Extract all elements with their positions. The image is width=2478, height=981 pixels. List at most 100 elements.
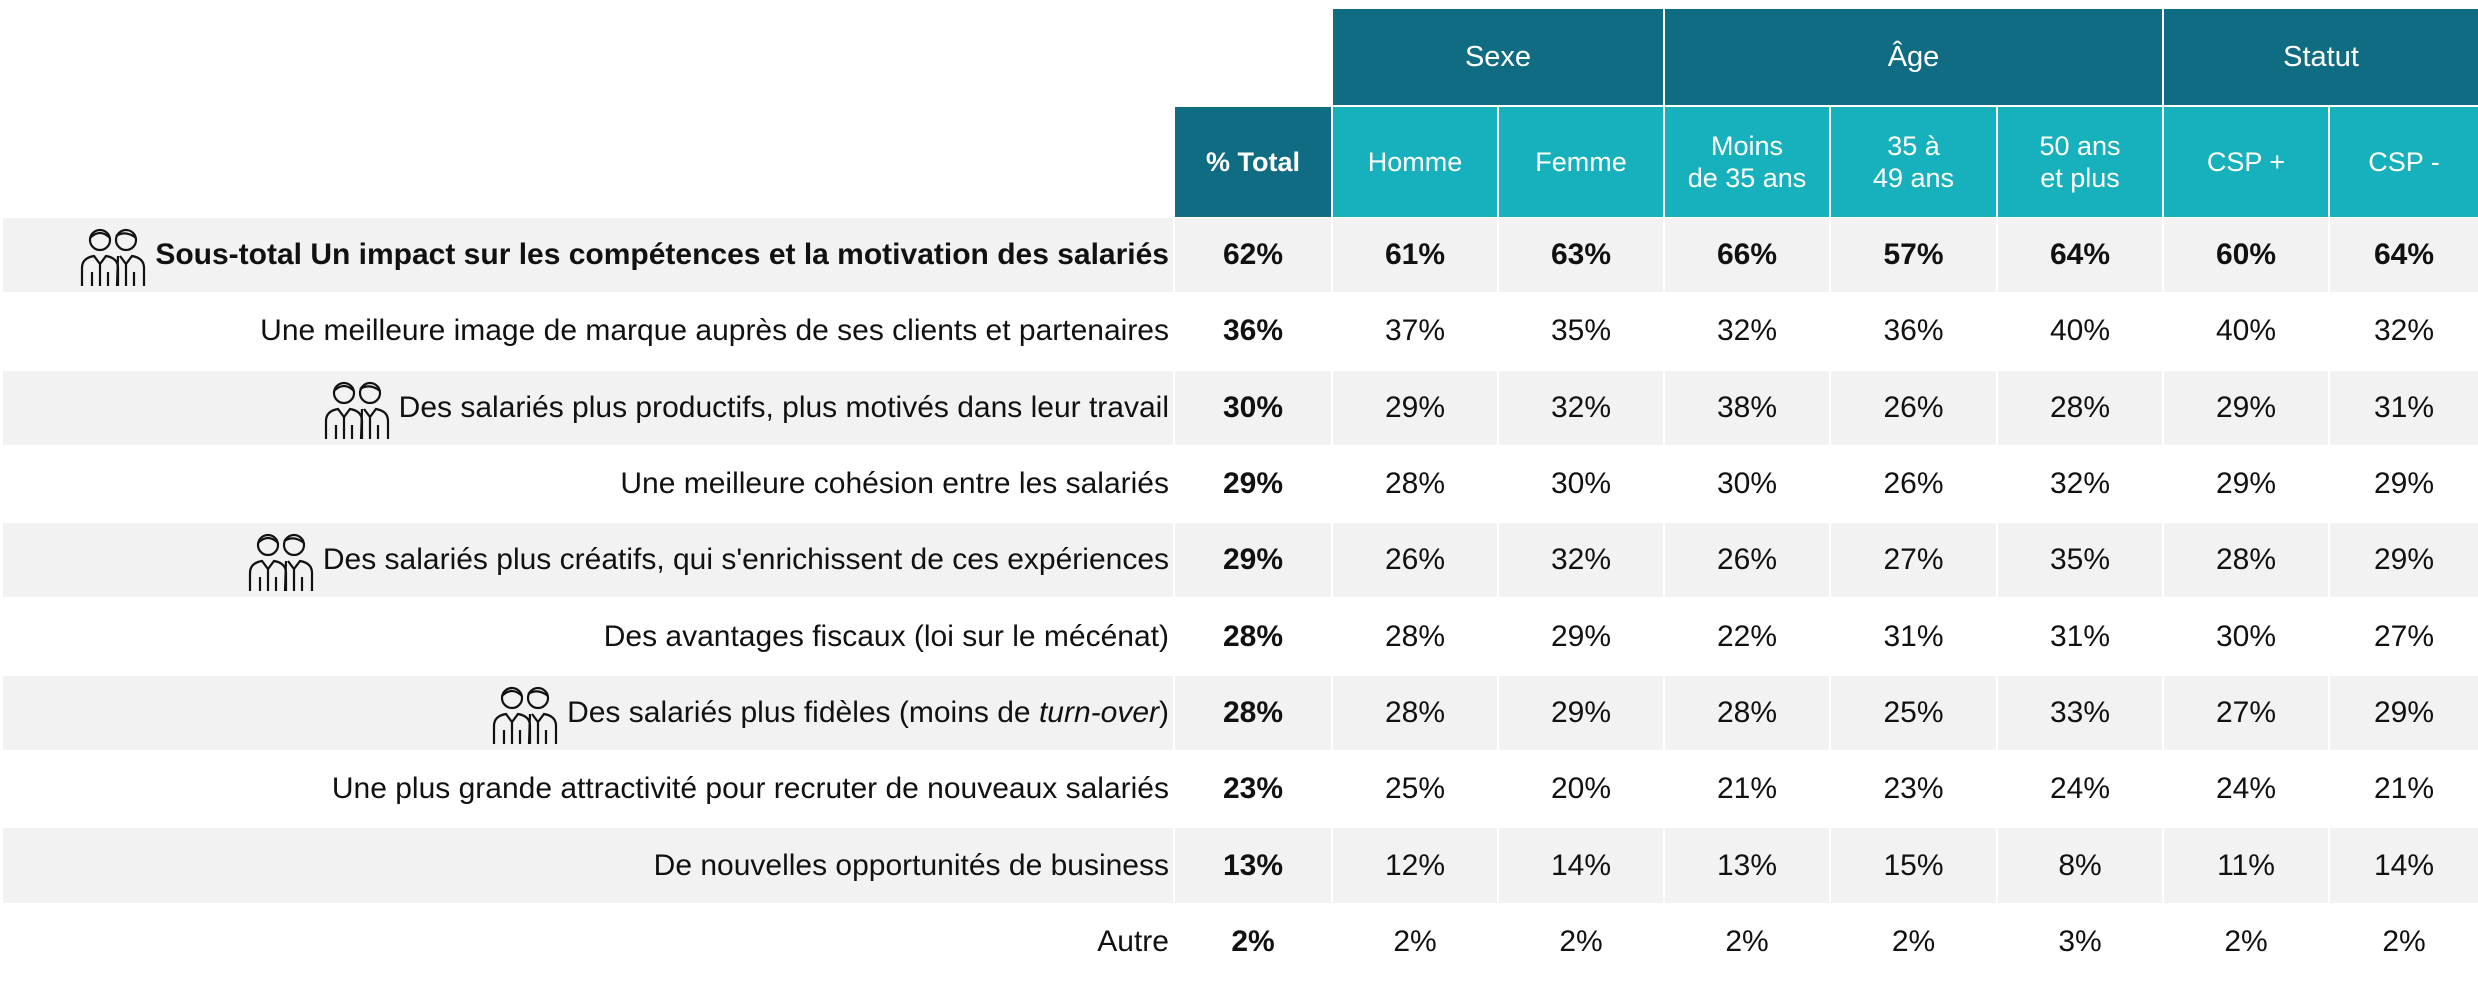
cell-value: 30%: [1550, 467, 1612, 501]
column-header: CSP +: [2164, 107, 2328, 217]
cell-value: 31%: [1883, 619, 1944, 653]
column-header: % Total: [1175, 107, 1331, 217]
cell-value: 64%: [2330, 218, 2478, 293]
cell-value: 30%: [1175, 370, 1331, 445]
cell-value: 29%: [1175, 523, 1331, 598]
column-header: 35 à 49 ans: [1831, 107, 1996, 217]
cell-value: 29%: [2164, 370, 2328, 445]
label-text: Sous-total Un impact sur les compétences…: [155, 238, 1169, 272]
cell-value: 30%: [2215, 619, 2277, 653]
header-line: CSP +: [2206, 147, 2286, 177]
header-line: 35 à: [1887, 131, 1940, 161]
header-line: de 35 ans: [1687, 163, 1807, 193]
cell-value: 29%: [1222, 467, 1284, 501]
cell-value: 29%: [2215, 467, 2277, 501]
cell-value: 12%: [1333, 828, 1497, 903]
header-line: Femme: [1535, 147, 1627, 177]
row-label: Des salariés plus fidèles (moins de turn…: [3, 675, 1173, 751]
column-header: CSP -: [2330, 107, 2478, 217]
cell-value: 61%: [1333, 218, 1497, 293]
cell-value: 29%: [1550, 619, 1612, 653]
row-label: Des salariés plus créatifs, qui s'enrich…: [3, 523, 1173, 598]
cell-value: 8%: [1998, 828, 2162, 903]
cell-value: 2%: [1393, 924, 1437, 958]
label-end: ): [1159, 695, 1169, 729]
cell-value: 40%: [2215, 314, 2277, 348]
cell-value: 32%: [1499, 370, 1663, 445]
cell-value: 28%: [1665, 675, 1829, 751]
cell-value: 28%: [1333, 675, 1497, 751]
cell-value: 24%: [2215, 772, 2277, 806]
label-italic: turn-over: [1038, 695, 1159, 729]
header-line: Homme: [1367, 147, 1463, 177]
cell-value: 28%: [1175, 675, 1331, 751]
cell-value: 29%: [2330, 523, 2478, 598]
cell-value: 28%: [1384, 619, 1446, 653]
cell-value: 13%: [1175, 828, 1331, 903]
group-header: Statut: [2164, 9, 2478, 105]
cell-value: 63%: [1499, 218, 1663, 293]
cell-value: 2%: [1725, 924, 1769, 958]
cell-value: 25%: [1831, 675, 1996, 751]
cell-value: 28%: [1384, 467, 1446, 501]
label-text: Une plus grande attractivité pour recrut…: [331, 772, 1169, 806]
cell-value: 40%: [2049, 314, 2111, 348]
label-text: Autre: [1097, 924, 1169, 958]
group-header: Sexe: [1333, 9, 1663, 105]
people-icon: [81, 229, 146, 287]
cell-value: 28%: [2164, 523, 2328, 598]
cell-value: 64%: [1998, 218, 2162, 293]
label-text: Des salariés plus productifs, plus motiv…: [398, 390, 1169, 424]
cell-value: 21%: [1716, 772, 1778, 806]
cell-value: 29%: [2373, 467, 2435, 501]
label-text: De nouvelles opportunités de business: [653, 848, 1169, 882]
cell-value: 11%: [2164, 828, 2328, 903]
cell-value: 30%: [1716, 467, 1778, 501]
cell-value: 57%: [1831, 218, 1996, 293]
cell-value: 23%: [1222, 772, 1284, 806]
cell-value: 62%: [1175, 218, 1331, 293]
row-label: Une meilleure image de marque auprès de …: [3, 294, 1173, 368]
row-label: Une meilleure cohésion entre les salarié…: [3, 447, 1173, 521]
row-label: Des salariés plus productifs, plus motiv…: [3, 370, 1173, 445]
cell-value: 60%: [2164, 218, 2328, 293]
cell-value: 21%: [2373, 772, 2435, 806]
group-header: Âge: [1665, 9, 2162, 105]
header-line: Moins: [1710, 131, 1784, 161]
column-header: Homme: [1333, 107, 1497, 217]
cell-value: 33%: [1998, 675, 2162, 751]
column-header: 50 ans et plus: [1998, 107, 2162, 217]
cell-value: 14%: [2330, 828, 2478, 903]
cell-value: 2%: [2224, 924, 2268, 958]
people-icon: [492, 686, 558, 744]
cell-value: 26%: [1831, 370, 1996, 445]
cell-value: 36%: [1222, 314, 1284, 348]
row-label: De nouvelles opportunités de business: [3, 828, 1173, 903]
cell-value: 27%: [2373, 619, 2435, 653]
cell-value: 23%: [1883, 772, 1944, 806]
cell-value: 37%: [1384, 314, 1446, 348]
label-text: Une meilleure image de marque auprès de …: [260, 314, 1169, 348]
people-icon: [324, 381, 389, 439]
cell-value: 29%: [1499, 675, 1663, 751]
header-line: CSP -: [2368, 147, 2440, 177]
row-label: Une plus grande attractivité pour recrut…: [3, 752, 1173, 826]
cell-value: 27%: [1831, 523, 1996, 598]
cell-value: 35%: [1550, 314, 1612, 348]
row-label: Des avantages fiscaux (loi sur le mécéna…: [3, 600, 1173, 674]
cell-value: 25%: [1384, 772, 1446, 806]
cell-value: 26%: [1665, 523, 1829, 598]
cell-value: 29%: [1333, 370, 1497, 445]
header-line: et plus: [2040, 163, 2120, 193]
row-label: Sous-total Un impact sur les compétences…: [3, 218, 1173, 293]
row-label: Autre: [3, 905, 1173, 979]
people-icon: [248, 534, 313, 592]
cell-value: 38%: [1665, 370, 1829, 445]
cell-value: 27%: [2164, 675, 2328, 751]
cell-value: 32%: [2049, 467, 2111, 501]
cell-value: 2%: [1891, 924, 1936, 958]
cell-value: 2%: [1559, 924, 1603, 958]
header-line: 49 ans: [1872, 163, 1955, 193]
cell-value: 2%: [1231, 924, 1275, 958]
